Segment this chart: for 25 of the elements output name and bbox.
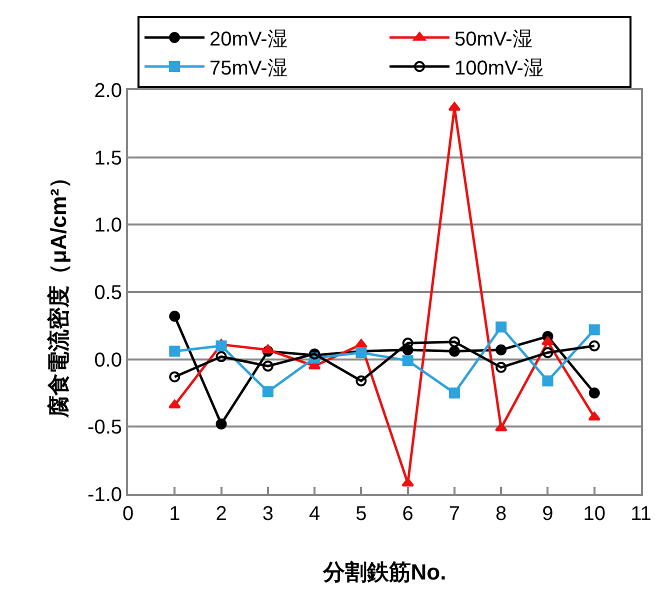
y-tick-label: 1.5 [94,147,122,170]
legend-label: 20mV-湿 [210,28,288,50]
y-tick-label: 2.0 [94,80,122,102]
legend-label: 75mV-湿 [210,57,288,80]
x-tick-label: 2 [216,503,227,525]
x-tick-label: 1 [169,503,180,525]
y-tick-label: -1.0 [88,484,122,506]
x-tick-label: 7 [448,503,460,525]
y-tick-label: 0.0 [94,349,122,372]
x-tick-label: 11 [630,503,652,525]
x-tick-label: 3 [262,503,274,525]
y-tick-label: -0.5 [88,416,122,439]
x-tick-label: 4 [308,503,320,525]
y-tick-label: 1.0 [94,214,122,237]
y-tick-label: 0.5 [94,282,122,304]
legend-label: 50mV-湿 [454,28,532,50]
x-tick-label: 0 [122,503,134,525]
x-tick-label: 10 [583,503,606,525]
x-tick-label: 5 [356,503,367,525]
x-tick-label: 6 [402,503,414,525]
legend-label: 100mV-湿 [454,57,544,80]
x-tick-label: 9 [542,503,554,525]
y-axis-title: 腐食電流密度（μA/cm²） [46,166,71,418]
x-tick-label: 8 [496,503,507,525]
x-axis-title: 分割鉄筋No. [322,559,446,584]
